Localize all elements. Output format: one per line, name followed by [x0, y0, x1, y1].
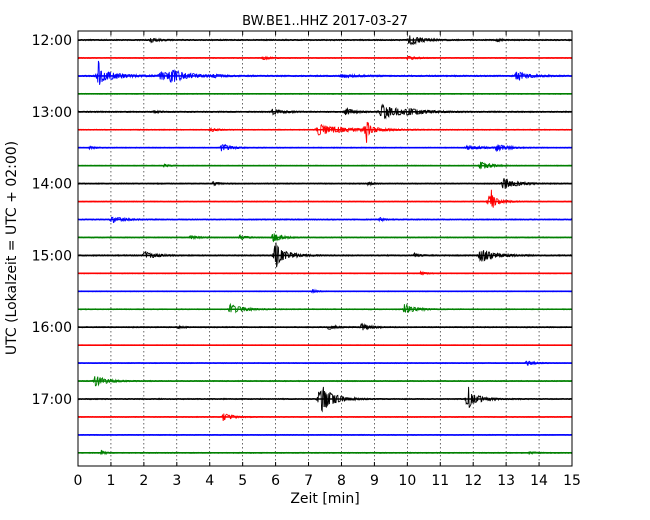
x-tick-label: 5: [238, 473, 247, 489]
axis-ticks: 0 1 2 3 4 5 6 7 8 9 10 11 12 13 14 1512:0013:0014:0015:…: [32, 31, 581, 489]
trace-1730: [78, 433, 573, 437]
y-tick-label: 12:00: [32, 33, 72, 49]
trace-1515: [77, 270, 572, 276]
x-tick-label: 0: [74, 473, 83, 489]
x-tick-label: 10: [398, 473, 416, 489]
trace-1345: [77, 161, 572, 170]
trace-1315: [77, 121, 573, 143]
x-tick-label: 13: [497, 473, 515, 489]
y-tick-label: 15:00: [32, 248, 72, 264]
x-tick-label: 1: [106, 473, 115, 489]
trace-1645: [77, 376, 572, 387]
trace-1400: [77, 178, 572, 189]
plot-frame: [77, 30, 573, 467]
chart-title: BW.BE1..HHZ 2017-03-27: [242, 14, 408, 29]
trace-1700: [77, 386, 573, 413]
x-axis-label: Zeit [min]: [290, 491, 359, 507]
trace-1330: [77, 143, 573, 153]
trace-1430: [77, 216, 573, 224]
y-tick-label: 17:00: [32, 392, 72, 408]
trace-1445: [77, 233, 573, 243]
x-tick-label: 12: [464, 473, 482, 489]
trace-1230: [77, 60, 573, 85]
x-tick-label: 4: [205, 473, 214, 489]
x-tick-label: 7: [304, 473, 313, 489]
x-tick-label: 8: [337, 473, 346, 489]
trace-1615: [77, 344, 572, 347]
gridlines: [110, 31, 540, 466]
x-tick-label: 15: [563, 473, 581, 489]
trace-1745: [77, 449, 573, 456]
x-tick-label: 9: [370, 473, 379, 489]
y-tick-label: 13:00: [32, 105, 72, 121]
trace-1545: [77, 302, 573, 314]
trace-1245: [77, 92, 572, 96]
y-tick-label: 14:00: [32, 177, 72, 193]
x-tick-label: 3: [172, 473, 181, 489]
trace-1215: [77, 55, 572, 61]
trace-1415: [77, 189, 572, 208]
trace-1715: [77, 413, 572, 421]
trace-1500: [77, 242, 572, 268]
x-tick-label: 2: [139, 473, 148, 489]
y-tick-label: 16:00: [32, 320, 72, 336]
trace-1530: [77, 288, 572, 294]
trace-1300: [77, 103, 572, 120]
x-tick-label: 14: [530, 473, 548, 489]
x-tick-label: 11: [431, 473, 449, 489]
y-axis-label: UTC (Lokalzeit = UTC + 02:00): [4, 141, 20, 355]
seismogram-traces: [77, 35, 573, 456]
trace-1630: [77, 360, 573, 366]
x-tick-label: 6: [271, 473, 280, 489]
trace-1600: [77, 322, 572, 331]
trace-1200: [77, 35, 572, 46]
